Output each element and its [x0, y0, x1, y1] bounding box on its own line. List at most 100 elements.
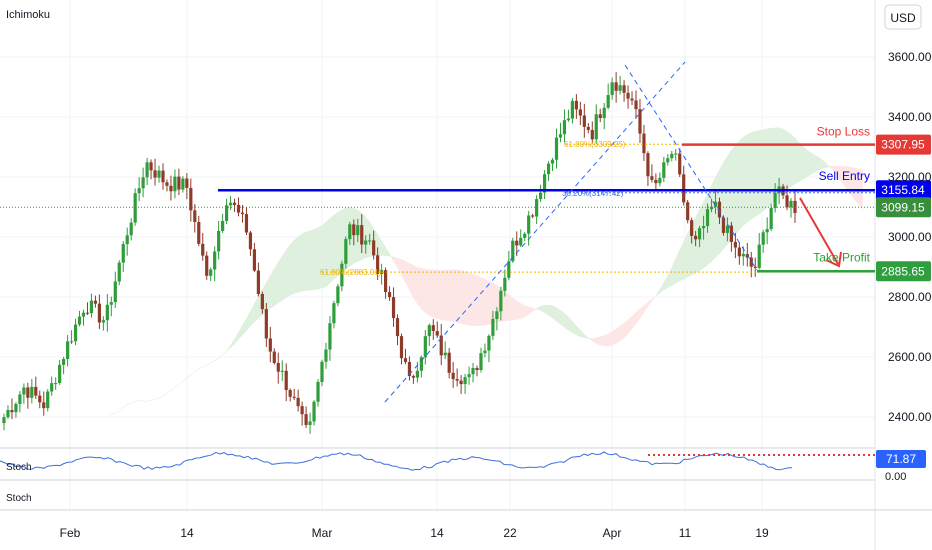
- candle-body: [256, 270, 260, 294]
- price-tag[interactable]: 2885.65: [876, 261, 931, 282]
- price-tag[interactable]: 3155.84: [876, 180, 931, 201]
- candle-body: [554, 137, 559, 160]
- candle-body: [125, 235, 129, 245]
- candle-body: [113, 281, 117, 303]
- candle-body: [785, 195, 789, 208]
- candle-body: [30, 386, 34, 398]
- price-tag[interactable]: 3099.15: [876, 197, 931, 218]
- stoch-value-tag[interactable]: 71.87: [876, 450, 926, 468]
- candle-body: [546, 163, 551, 175]
- cloud-segment: [433, 269, 438, 319]
- price-tag[interactable]: 3307.95: [876, 134, 931, 155]
- candle-body: [93, 300, 98, 304]
- candle-body: [10, 410, 14, 413]
- candle-body: [272, 351, 276, 363]
- candle-body: [105, 304, 109, 321]
- candle-body: [487, 335, 491, 351]
- candle-body: [674, 153, 678, 155]
- cloud-segment: [444, 269, 450, 322]
- price-axis[interactable]: 3600.00 3400.00 3200.00 3000.00 2800.00 2600.…: [888, 50, 932, 424]
- cloud-segment: [218, 354, 223, 359]
- candle-body: [2, 417, 6, 424]
- cloud-segment: [826, 163, 832, 169]
- candle-body: [519, 237, 523, 246]
- arrow-head: [825, 251, 842, 268]
- cloud-segment: [222, 351, 227, 356]
- candle-body: [288, 390, 292, 397]
- cloud-segment: [627, 315, 633, 335]
- candle-body: [717, 201, 722, 218]
- cloud-segment: [552, 305, 557, 322]
- cloud-segment: [174, 384, 180, 388]
- candle-body: [69, 341, 74, 343]
- candle-body: [252, 249, 257, 271]
- cloud-segment: [516, 300, 521, 320]
- candle-body: [181, 178, 185, 190]
- candle-body: [694, 235, 698, 240]
- candle-body: [224, 205, 229, 221]
- time-tick-label: Feb: [60, 526, 81, 540]
- cloud-segment: [520, 303, 525, 319]
- trend-line: [384, 61, 686, 403]
- price-tick-label: 2400.00: [888, 410, 932, 424]
- candle-body: [296, 397, 300, 407]
- cloud-segment: [548, 304, 553, 319]
- candle-body: [662, 162, 666, 178]
- candle-body: [479, 353, 483, 371]
- candle-body: [562, 120, 567, 135]
- candle-body: [117, 262, 121, 282]
- cloud-segment: [317, 224, 323, 290]
- time-tick-label: 11: [679, 526, 692, 540]
- candle-body: [467, 374, 471, 378]
- cloud-segment: [178, 380, 184, 385]
- cloud-segment: [532, 307, 537, 312]
- cloud-segment: [389, 252, 394, 262]
- stoch-line: [0, 451, 793, 471]
- cloud-segment: [528, 306, 533, 315]
- candle-body: [721, 217, 726, 233]
- stoch-pane-label[interactable]: Stoch: [6, 493, 32, 504]
- currency-button[interactable]: USD: [884, 4, 922, 30]
- cloud-segment: [806, 149, 812, 178]
- candle-body: [638, 109, 642, 134]
- cloud-segment: [818, 156, 824, 171]
- indicator-label[interactable]: Ichimoku: [6, 9, 50, 21]
- candle-body: [65, 341, 70, 360]
- level-name-label: Take Profit: [813, 250, 870, 264]
- candle-body: [260, 293, 264, 310]
- candle-body: [391, 297, 396, 319]
- candle-body: [598, 114, 602, 119]
- price-tick-label: 3000.00: [888, 230, 932, 244]
- time-tick-label: Mar: [312, 526, 333, 540]
- candle-body: [495, 311, 499, 319]
- time-tick-label: Apr: [603, 526, 622, 540]
- candle-body: [527, 215, 531, 234]
- cloud-segment: [596, 336, 601, 346]
- stoch-axis-label: 0.00: [885, 471, 906, 483]
- candle-body: [618, 85, 622, 91]
- cloud-segment: [599, 335, 605, 347]
- cloud-segment: [297, 233, 303, 293]
- candle-body: [85, 312, 90, 314]
- fib-label: 61.80%(2883.01): [320, 268, 382, 277]
- candle-body: [169, 185, 173, 192]
- candle-body: [352, 224, 356, 236]
- cloud-segment: [230, 338, 235, 349]
- candle-body: [332, 303, 336, 324]
- price-tag-label: 3099.15: [881, 200, 925, 214]
- stoch-label[interactable]: Stoch: [6, 462, 32, 473]
- candle-body: [177, 176, 181, 190]
- candle-body: [221, 220, 225, 231]
- candle-body: [690, 220, 694, 236]
- trade-levels: 61.80%(3309.25) 38.20%(3147.42) 61.80%(288…: [0, 61, 931, 403]
- candle-body: [729, 225, 734, 242]
- candle-body: [34, 386, 38, 396]
- cloud-segment: [619, 322, 625, 342]
- cloud-segment: [747, 132, 752, 223]
- time-axis[interactable]: Feb 14 Mar 14 22 Apr 11 19: [60, 526, 769, 540]
- cloud-segment: [421, 268, 426, 314]
- candle-body: [232, 202, 237, 205]
- cloud-segment: [524, 305, 529, 318]
- candle-body: [46, 391, 50, 409]
